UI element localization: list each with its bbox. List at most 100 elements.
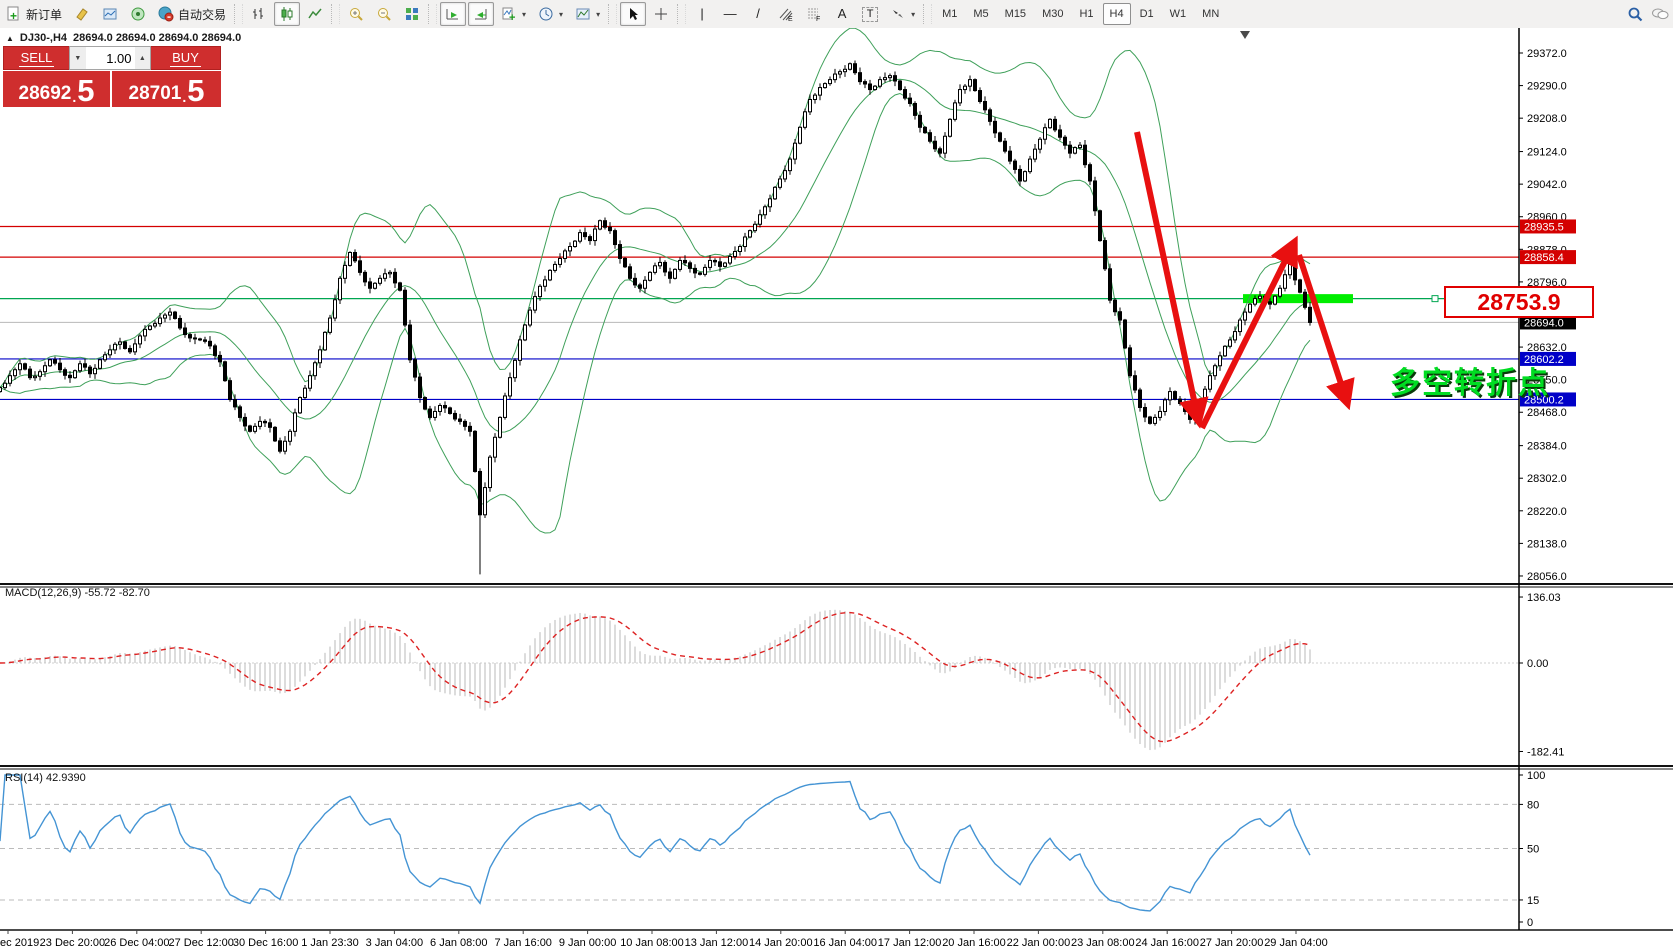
price-tick: 28138.0 [1527, 538, 1567, 550]
text-label-icon: T [862, 6, 879, 22]
hline-price-chip: 28602.2 [1524, 354, 1564, 366]
price-callout-box[interactable]: 28753.9 [1444, 286, 1594, 318]
time-axis-label: 1 Jan 23:30 [301, 937, 359, 949]
text-tool[interactable]: A [829, 2, 855, 26]
bar-chart-icon [251, 6, 267, 22]
arrows-tool[interactable]: ▾ [885, 2, 920, 26]
chat-icon[interactable] [1651, 6, 1669, 22]
autotrading-label: 自动交易 [178, 7, 227, 22]
price-tick: 28796.0 [1527, 277, 1567, 289]
volume-input[interactable] [85, 47, 135, 69]
channel-tool[interactable]: E [773, 2, 799, 26]
time-axis-label: 27 Jan 20:00 [1200, 937, 1264, 949]
eraser-icon [74, 6, 90, 22]
time-axis-label: 29 Jan 04:00 [1264, 937, 1328, 949]
trendline-tool[interactable]: / [745, 2, 771, 26]
auto-scroll-button[interactable] [440, 2, 467, 26]
one-click-trading-widget: SELL ▼ ▲ BUY 28692.5 28701.5 [3, 46, 221, 107]
time-axis-label: 17 Jan 12:00 [878, 937, 942, 949]
channel-icon: E [778, 6, 794, 22]
candlestick-chart-icon [279, 6, 295, 22]
timeframe-m30[interactable]: M30 [1042, 8, 1064, 20]
crosshair-tool-button[interactable] [648, 2, 674, 26]
timeframe-mn[interactable]: MN [1202, 8, 1220, 20]
tile-windows-button[interactable] [399, 2, 425, 26]
sell-price[interactable]: 28692. 5 [3, 71, 110, 107]
arrows-tool-icon [890, 6, 906, 22]
text-tool-icon: A [837, 6, 847, 21]
eraser-button[interactable] [69, 2, 95, 26]
templates-button[interactable]: ▾ [570, 2, 605, 26]
volume-up-button[interactable]: ▲ [134, 47, 151, 69]
timeframe-w1[interactable]: W1 [1169, 8, 1187, 20]
signal-button[interactable] [125, 2, 151, 26]
tile-windows-icon [404, 6, 420, 22]
rsi-tick: 0 [1527, 917, 1533, 929]
search-icon[interactable] [1627, 6, 1643, 22]
fibonacci-tool[interactable]: F [801, 2, 827, 26]
rsi-tick: 100 [1527, 770, 1545, 782]
hline-price-chip: 28500.2 [1524, 394, 1564, 406]
timeframe-h4[interactable]: H4 [1102, 3, 1131, 25]
toolbar-separator [677, 4, 687, 24]
toolbar-separator [608, 4, 618, 24]
chart-shift-button[interactable] [468, 2, 495, 26]
volume-down-button[interactable]: ▼ [70, 47, 86, 69]
cursor-tool-button[interactable] [620, 2, 647, 26]
buy-button[interactable]: BUY [151, 46, 221, 70]
chart-canvas[interactable]: 29372.029290.029208.029124.029042.028960… [0, 28, 1673, 952]
channel-tool-letter: E [788, 16, 793, 22]
price-tick: 29124.0 [1527, 147, 1567, 159]
bar-chart-button[interactable] [246, 2, 272, 26]
horizontal-line-tool[interactable]: — [717, 2, 743, 26]
timeframe-h1[interactable]: H1 [1079, 8, 1094, 20]
toolbar-separator [234, 4, 244, 24]
periods-caret: ▾ [559, 9, 564, 19]
zoom-in-button[interactable] [343, 2, 369, 26]
time-axis-label: 24 Jan 16:00 [1135, 937, 1199, 949]
time-axis-label: 23 Jan 08:00 [1071, 937, 1135, 949]
price-tick: 29208.0 [1527, 113, 1567, 125]
collapse-ohlc-icon[interactable]: ▲ [6, 33, 14, 43]
time-axis-label: 16 Jan 04:00 [813, 937, 877, 949]
price-tick: 29372.0 [1527, 48, 1567, 60]
timeframe-m5[interactable]: M5 [973, 8, 989, 20]
chart-window-icon [102, 6, 118, 22]
zoom-out-button[interactable] [371, 2, 397, 26]
horizontal-line-icon: — [723, 6, 737, 21]
trendline-icon: / [756, 6, 760, 21]
periods-button[interactable]: ▾ [533, 2, 568, 26]
price-tick: 28056.0 [1527, 571, 1567, 583]
indicators-button[interactable]: + ▾ [496, 2, 531, 26]
turning-point-annotation: 多空转折点 [1390, 367, 1550, 400]
toolbar-separator [428, 4, 438, 24]
new-order-label: 新订单 [26, 7, 63, 22]
timeframe-m15[interactable]: M15 [1004, 8, 1027, 20]
time-axis-label: 7 Jan 16:00 [494, 937, 552, 949]
time-axis-label: 13 Jan 12:00 [685, 937, 749, 949]
chart-area[interactable]: 29372.0 29290.0 29208.0 29124.0 29042.0 28960… [0, 28, 1673, 952]
line-chart-button[interactable] [302, 2, 328, 26]
rsi-tick: 50 [1527, 844, 1539, 856]
macd-label: MACD(12,26,9) -55.72 -82.70 [5, 587, 150, 599]
price-tick: 28550.0 [1527, 375, 1567, 387]
symbol-header: ▲ DJ30-,H4 28694.0 28694.0 28694.0 28694… [6, 32, 241, 44]
timeframe-m1[interactable]: M1 [942, 8, 958, 20]
fibonacci-tool-letter: F [816, 16, 820, 22]
rsi-tick: 15 [1527, 895, 1539, 907]
candlestick-chart-button[interactable] [274, 2, 301, 26]
new-order-button[interactable]: + 新订单 [1, 2, 67, 26]
vertical-line-tool[interactable]: | [689, 2, 715, 26]
buy-price[interactable]: 28701. 5 [112, 71, 221, 107]
time-axis-label: 6 Jan 08:00 [430, 937, 488, 949]
autotrading-button[interactable]: 自动交易 [153, 2, 231, 26]
text-label-tool[interactable]: T [857, 2, 883, 26]
time-axis-label: 22 Jan 00:00 [1007, 937, 1071, 949]
signal-icon [130, 6, 146, 22]
time-axis-label: 14 Jan 20:00 [749, 937, 813, 949]
crosshair-icon [653, 6, 669, 22]
templates-icon [575, 6, 591, 22]
sell-button[interactable]: SELL [3, 46, 70, 70]
chart-window-button[interactable] [97, 2, 123, 26]
timeframe-d1[interactable]: D1 [1139, 8, 1154, 20]
